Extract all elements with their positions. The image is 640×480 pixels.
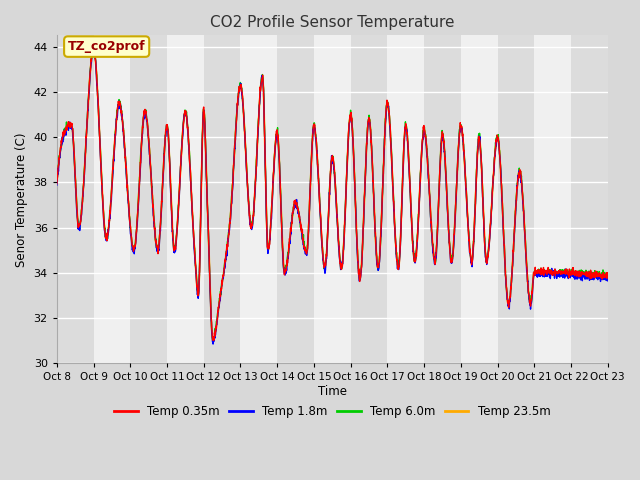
Temp 6.0m	[321, 262, 329, 268]
Temp 6.0m	[53, 180, 61, 185]
X-axis label: Time: Time	[318, 385, 347, 398]
Temp 1.8m	[588, 274, 596, 279]
Bar	[461, 36, 497, 363]
Legend: Temp 0.35m, Temp 1.8m, Temp 6.0m, Temp 23.5m: Temp 0.35m, Temp 1.8m, Temp 6.0m, Temp 2…	[109, 401, 556, 423]
Temp 1.8m	[90, 45, 97, 50]
Temp 0.35m	[53, 181, 61, 187]
Temp 23.5m	[53, 180, 61, 185]
Temp 6.0m	[81, 159, 89, 165]
Bar	[131, 36, 167, 363]
Temp 6.0m	[487, 212, 495, 217]
Bar	[204, 36, 241, 363]
Temp 0.35m	[321, 262, 329, 267]
Temp 23.5m	[90, 46, 97, 52]
Temp 23.5m	[321, 265, 329, 271]
Bar	[167, 36, 204, 363]
Bar	[351, 36, 387, 363]
Bar	[424, 36, 461, 363]
Temp 6.0m	[588, 276, 596, 281]
Temp 0.35m	[487, 215, 495, 220]
Bar	[241, 36, 277, 363]
Temp 1.8m	[321, 269, 329, 275]
Temp 1.8m	[81, 157, 89, 163]
Temp 1.8m	[604, 278, 612, 284]
Text: TZ_co2prof: TZ_co2prof	[68, 40, 145, 53]
Y-axis label: Senor Temperature (C): Senor Temperature (C)	[15, 132, 28, 266]
Temp 23.5m	[588, 273, 596, 278]
Temp 0.35m	[604, 270, 612, 276]
Line: Temp 0.35m: Temp 0.35m	[57, 45, 608, 340]
Temp 1.8m	[53, 182, 61, 188]
Line: Temp 23.5m: Temp 23.5m	[57, 49, 608, 341]
Temp 0.35m	[81, 160, 89, 166]
Temp 1.8m	[588, 276, 596, 282]
Bar	[93, 36, 131, 363]
Temp 1.8m	[487, 214, 495, 219]
Bar	[314, 36, 351, 363]
Temp 6.0m	[307, 173, 314, 179]
Bar	[608, 36, 640, 363]
Temp 6.0m	[209, 338, 217, 344]
Temp 0.35m	[588, 271, 596, 277]
Temp 1.8m	[307, 177, 314, 182]
Temp 23.5m	[487, 211, 495, 217]
Bar	[387, 36, 424, 363]
Temp 0.35m	[588, 275, 596, 280]
Temp 23.5m	[81, 158, 89, 164]
Temp 6.0m	[90, 44, 97, 49]
Temp 0.35m	[307, 176, 314, 182]
Temp 23.5m	[588, 273, 596, 278]
Bar	[497, 36, 534, 363]
Temp 6.0m	[588, 273, 596, 278]
Temp 6.0m	[604, 273, 612, 278]
Temp 0.35m	[90, 42, 97, 48]
Temp 0.35m	[209, 337, 217, 343]
Bar	[277, 36, 314, 363]
Line: Temp 6.0m: Temp 6.0m	[57, 47, 608, 341]
Temp 23.5m	[209, 338, 217, 344]
Temp 1.8m	[209, 341, 217, 347]
Temp 23.5m	[307, 176, 314, 182]
Title: CO2 Profile Sensor Temperature: CO2 Profile Sensor Temperature	[210, 15, 454, 30]
Line: Temp 1.8m: Temp 1.8m	[57, 48, 608, 344]
Bar	[571, 36, 608, 363]
Bar	[57, 36, 93, 363]
Temp 23.5m	[604, 275, 612, 280]
Bar	[534, 36, 571, 363]
